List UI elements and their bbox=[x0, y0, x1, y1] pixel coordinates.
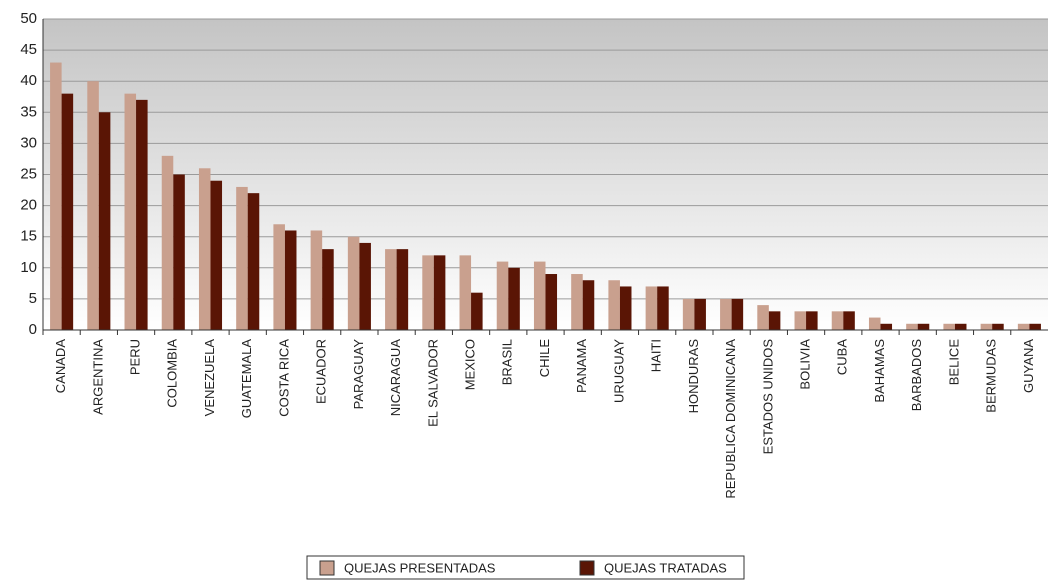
bar bbox=[273, 224, 285, 330]
x-tick-label: PARAGUAY bbox=[351, 339, 366, 410]
x-tick-label: MEXICO bbox=[462, 339, 477, 390]
bar bbox=[906, 323, 918, 330]
y-tick-label: 30 bbox=[20, 134, 37, 151]
bar bbox=[422, 255, 434, 330]
bar bbox=[992, 323, 1004, 330]
bar bbox=[496, 261, 509, 330]
bar bbox=[210, 180, 223, 330]
bar bbox=[284, 230, 297, 330]
bar bbox=[843, 311, 855, 330]
x-tick-label: CANADA bbox=[53, 339, 68, 394]
bar bbox=[136, 99, 148, 330]
bar bbox=[322, 249, 334, 330]
bar bbox=[173, 174, 185, 330]
bar bbox=[831, 311, 844, 330]
x-tick-label: HAITI bbox=[649, 339, 664, 372]
bar bbox=[236, 186, 248, 330]
y-tick-label: 5 bbox=[29, 290, 37, 307]
y-tick-label: 35 bbox=[20, 103, 37, 120]
x-tick-label: PANAMA bbox=[574, 339, 589, 393]
bar bbox=[359, 242, 371, 330]
legend-label: QUEJAS TRATADAS bbox=[604, 560, 727, 575]
legend-label: QUEJAS PRESENTADAS bbox=[344, 560, 496, 575]
bar bbox=[1017, 323, 1030, 330]
bar bbox=[720, 298, 732, 330]
x-tick-label: ESTADOS UNIDOS bbox=[760, 339, 775, 455]
x-tick-label: CUBA bbox=[835, 339, 850, 375]
x-tick-label: BAHAMAS bbox=[872, 339, 887, 403]
bar bbox=[1029, 323, 1041, 330]
bar bbox=[682, 298, 695, 330]
x-tick-label: GUYANA bbox=[1021, 339, 1036, 393]
bar bbox=[533, 261, 546, 330]
bar bbox=[794, 311, 807, 330]
bar bbox=[880, 323, 893, 330]
bar bbox=[459, 255, 472, 330]
bar bbox=[124, 93, 137, 330]
y-tick-label: 15 bbox=[20, 228, 37, 245]
x-tick-label: BELICE bbox=[946, 339, 961, 386]
bar bbox=[943, 323, 955, 330]
x-tick-label: EL SALVADOR bbox=[425, 339, 440, 427]
bar bbox=[98, 112, 111, 330]
y-tick-label: 0 bbox=[29, 321, 37, 338]
bar bbox=[471, 292, 483, 330]
x-tick-label: BRASIL bbox=[500, 339, 515, 385]
bar bbox=[582, 280, 595, 330]
x-tick-label: COSTA RICA bbox=[276, 339, 291, 417]
x-tick-label: BERMUDAS bbox=[984, 339, 999, 413]
bar bbox=[806, 311, 818, 330]
legend bbox=[306, 555, 745, 580]
x-tick-label: PERU bbox=[127, 339, 142, 375]
bar bbox=[657, 286, 669, 330]
bar bbox=[50, 62, 62, 330]
bar bbox=[161, 155, 174, 330]
bar bbox=[954, 323, 967, 330]
bar bbox=[87, 81, 99, 330]
x-tick-label: HONDURAS bbox=[686, 339, 701, 414]
y-tick-label: 45 bbox=[20, 41, 37, 58]
bar bbox=[768, 311, 781, 330]
bar bbox=[645, 286, 658, 330]
x-tick-label: VENEZUELA bbox=[202, 339, 217, 417]
x-tick-label: BARBADOS bbox=[909, 339, 924, 412]
bar bbox=[385, 249, 397, 330]
bar bbox=[433, 255, 446, 330]
bar bbox=[61, 93, 74, 330]
legend-swatch bbox=[319, 560, 335, 576]
bar bbox=[608, 280, 620, 330]
x-tick-label: NICARAGUA bbox=[388, 339, 403, 417]
x-tick-label: REPUBLICA DOMINICANA bbox=[723, 339, 738, 499]
bar bbox=[571, 274, 583, 330]
bar bbox=[508, 267, 520, 330]
x-tick-label: URUGUAY bbox=[611, 339, 626, 403]
y-tick-label: 40 bbox=[20, 72, 37, 89]
bar bbox=[396, 249, 409, 330]
x-tick-label: COLOMBIA bbox=[165, 339, 180, 408]
bar bbox=[619, 286, 632, 330]
bar bbox=[731, 298, 744, 330]
bar bbox=[545, 274, 558, 330]
y-tick-label: 10 bbox=[20, 259, 37, 276]
bar bbox=[980, 323, 993, 330]
y-tick-label: 50 bbox=[20, 10, 37, 27]
bar bbox=[247, 193, 260, 330]
bar bbox=[198, 168, 211, 330]
bar bbox=[917, 323, 930, 330]
y-tick-label: 25 bbox=[20, 165, 37, 182]
bar bbox=[757, 305, 769, 330]
legend-swatch bbox=[579, 560, 595, 576]
y-tick-label: 20 bbox=[20, 197, 37, 214]
bar bbox=[347, 236, 360, 330]
x-tick-label: ARGENTINA bbox=[90, 339, 105, 415]
x-tick-label: CHILE bbox=[537, 339, 552, 378]
bar bbox=[868, 317, 881, 330]
bar bbox=[310, 230, 323, 330]
x-tick-label: BOLIVIA bbox=[797, 339, 812, 390]
x-tick-label: ECUADOR bbox=[314, 339, 329, 404]
bar bbox=[694, 298, 706, 330]
x-tick-label: GUATEMALA bbox=[239, 339, 254, 419]
